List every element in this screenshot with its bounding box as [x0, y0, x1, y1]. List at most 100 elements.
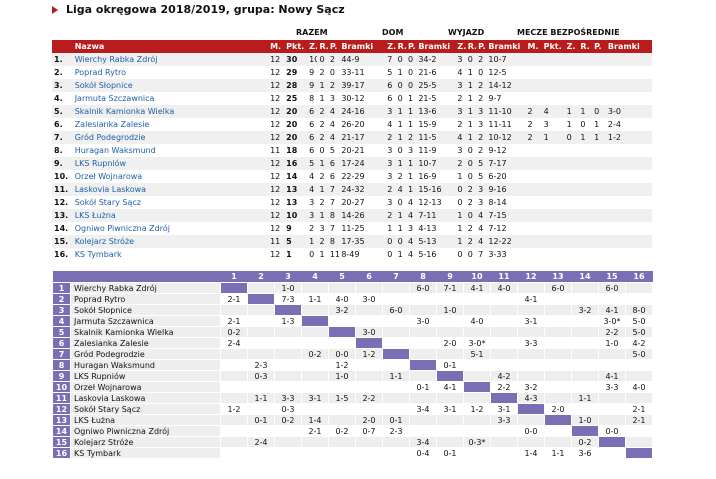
match-result: 4-2	[490, 370, 518, 382]
match-result	[463, 447, 491, 459]
stat-cell: 2	[327, 79, 340, 92]
stat-cell: 4	[405, 248, 417, 261]
match-result	[571, 282, 599, 294]
stat-cell: 44-9	[339, 53, 386, 66]
stat-cell: 2	[317, 196, 328, 209]
match-result	[436, 414, 464, 426]
stat-cell: 12	[268, 105, 285, 118]
team-name-link[interactable]: Skalnik Kamionka Wielka	[72, 105, 269, 118]
match-result	[490, 447, 518, 459]
stat-cell	[592, 53, 606, 66]
stat-cell: 0	[476, 66, 487, 79]
stat-cell: 10-12	[486, 131, 526, 144]
stat-cell: 12-13	[416, 196, 456, 209]
stat-cell: 6	[307, 105, 318, 118]
team-position: 3.	[52, 79, 73, 92]
team-name-link[interactable]: Jarmuta Szczawnica	[72, 92, 269, 105]
matrix-row: 15 Kolejarz Stróże 2-4 3-4 0-3* 0-2	[52, 436, 653, 448]
matrix-row-number: 1	[52, 282, 71, 294]
team-points: 20	[284, 131, 308, 144]
matrix-col-header: 5	[328, 271, 356, 283]
team-name-link[interactable]: Wierchy Rabka Zdrój	[72, 53, 269, 66]
team-name-link[interactable]: Sokół Słopnice	[72, 79, 269, 92]
team-name-link[interactable]: Orzeł Wojnarowa	[72, 170, 269, 183]
stat-cell: 11	[268, 235, 285, 248]
match-result	[355, 304, 383, 316]
stat-cell: 0	[307, 248, 318, 261]
team-name-link[interactable]: Zalesianka Zalesie	[72, 118, 269, 131]
stat-cell	[578, 235, 593, 248]
team-name-link[interactable]: Huragan Waksmund	[72, 144, 269, 157]
team-name-link[interactable]: Ogniwo Piwniczna Zdrój	[72, 222, 269, 235]
stat-cell	[592, 196, 606, 209]
matrix-col-header: 2	[247, 271, 275, 283]
match-result	[409, 304, 437, 316]
stat-cell: 3	[455, 144, 466, 157]
match-result	[301, 436, 329, 448]
stat-cell: 1	[578, 105, 593, 118]
matrix-col-header: 13	[544, 271, 572, 283]
stat-cell	[525, 183, 542, 196]
match-result	[436, 326, 464, 338]
match-result: 3-3	[274, 392, 302, 404]
team-name-link[interactable]: KS Tymbark	[72, 248, 269, 261]
match-result	[382, 359, 410, 371]
team-name-link[interactable]: Kolejarz Stróże	[72, 235, 269, 248]
matrix-diagonal	[490, 392, 518, 404]
stat-cell	[578, 183, 593, 196]
table-row: 9. LKS Rupniów 12 16 5 1 6 17-24 3 1 1 10-7 2 0 5 7-17	[52, 157, 652, 170]
match-result: 6-0	[382, 304, 410, 316]
team-name-link[interactable]: Poprad Rytro	[72, 66, 269, 79]
stat-cell: 3	[327, 92, 340, 105]
match-result: 2-4	[220, 337, 248, 349]
stat-cell: 12	[268, 248, 285, 261]
team-name-link[interactable]: LKS Rupniów	[72, 157, 269, 170]
team-name-link[interactable]: LKS Łużna	[72, 209, 269, 222]
match-result: 1-0	[328, 370, 356, 382]
matrix-corner	[70, 271, 221, 283]
team-position: 1.	[52, 53, 73, 66]
table-row: 10. Orzeł Wojnarowa 12 14 4 2 6 22-29 3 2 1 16-9 1 0 5…	[52, 170, 652, 183]
match-result: 6-0	[544, 282, 572, 294]
stat-cell	[578, 222, 593, 235]
match-result	[301, 359, 329, 371]
matrix-row-number: 16	[52, 447, 71, 459]
match-result	[436, 425, 464, 437]
matrix-col-header: 9	[436, 271, 464, 283]
match-result	[598, 392, 626, 404]
stat-cell: 2	[465, 235, 477, 248]
match-result	[247, 315, 275, 327]
matrix-diagonal	[301, 315, 329, 327]
team-name-link[interactable]: Sokół Stary Sącz	[72, 196, 269, 209]
stat-cell: 8	[327, 235, 340, 248]
match-result: 4-1	[517, 293, 545, 305]
team-position: 5.	[52, 105, 73, 118]
stat-cell: 11-10	[486, 105, 526, 118]
match-result	[355, 359, 383, 371]
team-points: 13	[284, 196, 308, 209]
stat-cell: 4	[405, 196, 417, 209]
match-result: 3-6	[571, 447, 599, 459]
matrix-row-number: 11	[52, 392, 71, 404]
match-result	[544, 425, 572, 437]
stat-cell: 4	[327, 105, 340, 118]
match-result: 1-2	[328, 359, 356, 371]
matrix-row: 3 Sokół Słopnice 3-2 6-0 1-0 3-2 4-1 8-0	[52, 304, 653, 316]
stat-cell: 12	[268, 66, 285, 79]
stat-cell: 12-22	[486, 235, 526, 248]
header-cell: Bramki	[416, 40, 456, 53]
match-result	[598, 403, 626, 415]
match-result	[328, 403, 356, 415]
stat-cell: 1	[317, 248, 328, 261]
stat-cell	[578, 66, 593, 79]
match-result	[247, 282, 275, 294]
team-name-link[interactable]: Laskovia Laskowa	[72, 183, 269, 196]
team-position: 6.	[52, 118, 73, 131]
match-result	[409, 414, 437, 426]
match-result	[436, 293, 464, 305]
match-result	[355, 381, 383, 393]
team-name-link[interactable]: Gród Podegrodzie	[72, 131, 269, 144]
header-cell: Bramki	[486, 40, 526, 53]
stat-cell	[525, 209, 542, 222]
stat-cell: 33-11	[339, 66, 386, 79]
